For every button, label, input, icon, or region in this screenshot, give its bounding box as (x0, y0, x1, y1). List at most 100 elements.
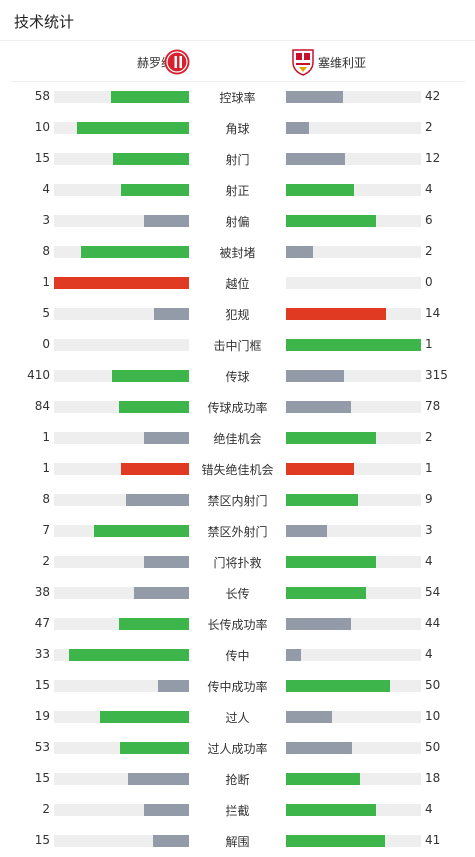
home-stat-bar (54, 122, 189, 134)
away-stat-value: 315 (425, 368, 448, 382)
home-stat-value: 53 (34, 740, 50, 754)
away-stat-value: 2 (425, 244, 433, 258)
away-stat-value: 0 (425, 275, 433, 289)
home-stat-bar-fill (119, 401, 189, 413)
away-stat-value: 4 (425, 182, 433, 196)
away-stat-value: 6 (425, 213, 433, 227)
home-stat-value: 15 (34, 678, 50, 692)
home-stat-bar (54, 463, 189, 475)
away-stat-bar (286, 649, 421, 661)
home-stat-bar (54, 401, 189, 413)
away-stat-bar (286, 525, 421, 537)
home-stat-bar (54, 184, 189, 196)
home-stat-bar (54, 246, 189, 258)
stat-row: 2 门将扑救 4 (0, 546, 475, 577)
stat-label: 控球率 (219, 91, 256, 105)
stat-row: 15 传中成功率 50 (0, 670, 475, 701)
stat-label: 射门 (225, 153, 250, 167)
stat-label: 越位 (225, 277, 250, 291)
away-stat-bar-fill (286, 153, 345, 165)
stat-row: 33 传中 4 (0, 639, 475, 670)
away-stat-value: 42 (425, 89, 441, 103)
away-stat-bar (286, 494, 421, 506)
away-stat-bar-fill (286, 556, 376, 568)
away-stat-bar (286, 339, 421, 351)
home-stat-value: 15 (34, 151, 50, 165)
stat-row: 410 传球 315 (0, 360, 475, 391)
stat-label: 抢断 (225, 773, 250, 787)
away-stat-bar-fill (286, 339, 421, 351)
stat-label: 击中门框 (213, 339, 262, 353)
home-stat-value: 5 (42, 306, 50, 320)
home-stat-bar-fill (144, 432, 189, 444)
stat-label: 传球成功率 (207, 401, 268, 415)
away-stat-bar-fill (286, 742, 352, 754)
home-stat-bar (54, 370, 189, 382)
stat-label: 长传 (225, 587, 250, 601)
home-stat-value: 84 (34, 399, 50, 413)
stat-row: 1 越位 0 (0, 267, 475, 298)
away-stat-bar-fill (286, 773, 360, 785)
away-stat-value: 2 (425, 120, 433, 134)
away-stat-value: 10 (425, 709, 441, 723)
away-stat-bar-fill (286, 91, 343, 103)
home-stat-bar-fill (119, 618, 189, 630)
away-stat-bar (286, 215, 421, 227)
home-stat-value: 1 (42, 461, 50, 475)
away-stat-bar-fill (286, 835, 385, 847)
home-stat-value: 1 (42, 430, 50, 444)
away-stat-value: 41 (425, 833, 441, 847)
away-stat-bar (286, 587, 421, 599)
away-stat-bar-fill (286, 525, 327, 537)
away-stat-value: 78 (425, 399, 441, 413)
stat-row: 1 绝佳机会 2 (0, 422, 475, 453)
home-stat-value: 7 (42, 523, 50, 537)
away-stat-bar-fill (286, 463, 354, 475)
away-stat-bar-fill (286, 215, 376, 227)
away-stat-bar-fill (286, 432, 376, 444)
stat-row: 10 角球 2 (0, 112, 475, 143)
stat-label: 禁区内射门 (207, 494, 268, 508)
away-team-crest-icon (292, 49, 314, 76)
away-stat-bar-fill (286, 122, 309, 134)
home-stat-bar-fill (113, 153, 189, 165)
away-stat-bar (286, 804, 421, 816)
home-stat-bar-fill (134, 587, 189, 599)
stat-label: 角球 (225, 122, 250, 136)
stat-row: 19 过人 10 (0, 701, 475, 732)
home-stat-bar (54, 742, 189, 754)
home-stat-bar (54, 525, 189, 537)
away-stat-bar (286, 556, 421, 568)
home-stat-value: 58 (34, 89, 50, 103)
away-stat-bar (286, 773, 421, 785)
away-stat-value: 4 (425, 647, 433, 661)
home-stat-value: 8 (42, 492, 50, 506)
stat-label: 绝佳机会 (213, 432, 262, 446)
away-stat-bar (286, 432, 421, 444)
stat-label: 解围 (225, 835, 250, 849)
home-stat-bar-fill (69, 649, 189, 661)
stat-row: 47 长传成功率 44 (0, 608, 475, 639)
home-stat-bar (54, 339, 189, 351)
away-stat-value: 12 (425, 151, 441, 165)
away-stat-bar (286, 184, 421, 196)
home-stat-bar-fill (120, 742, 189, 754)
stat-label: 禁区外射门 (207, 525, 268, 539)
away-stat-bar (286, 680, 421, 692)
stat-label: 射偏 (225, 215, 250, 229)
home-stat-bar-fill (153, 835, 189, 847)
home-stat-bar-fill (94, 525, 189, 537)
home-stat-value: 15 (34, 771, 50, 785)
away-stat-bar-fill (286, 680, 390, 692)
stat-label: 过人 (225, 711, 250, 725)
away-stat-bar (286, 91, 421, 103)
home-stat-bar-fill (77, 122, 189, 134)
home-stat-value: 38 (34, 585, 50, 599)
stat-row: 1 错失绝佳机会 1 (0, 453, 475, 484)
home-stat-bar (54, 308, 189, 320)
away-stat-value: 18 (425, 771, 441, 785)
away-stat-value: 44 (425, 616, 441, 630)
home-stat-value: 4 (42, 182, 50, 196)
stat-label: 拦截 (225, 804, 250, 818)
home-stat-bar (54, 773, 189, 785)
